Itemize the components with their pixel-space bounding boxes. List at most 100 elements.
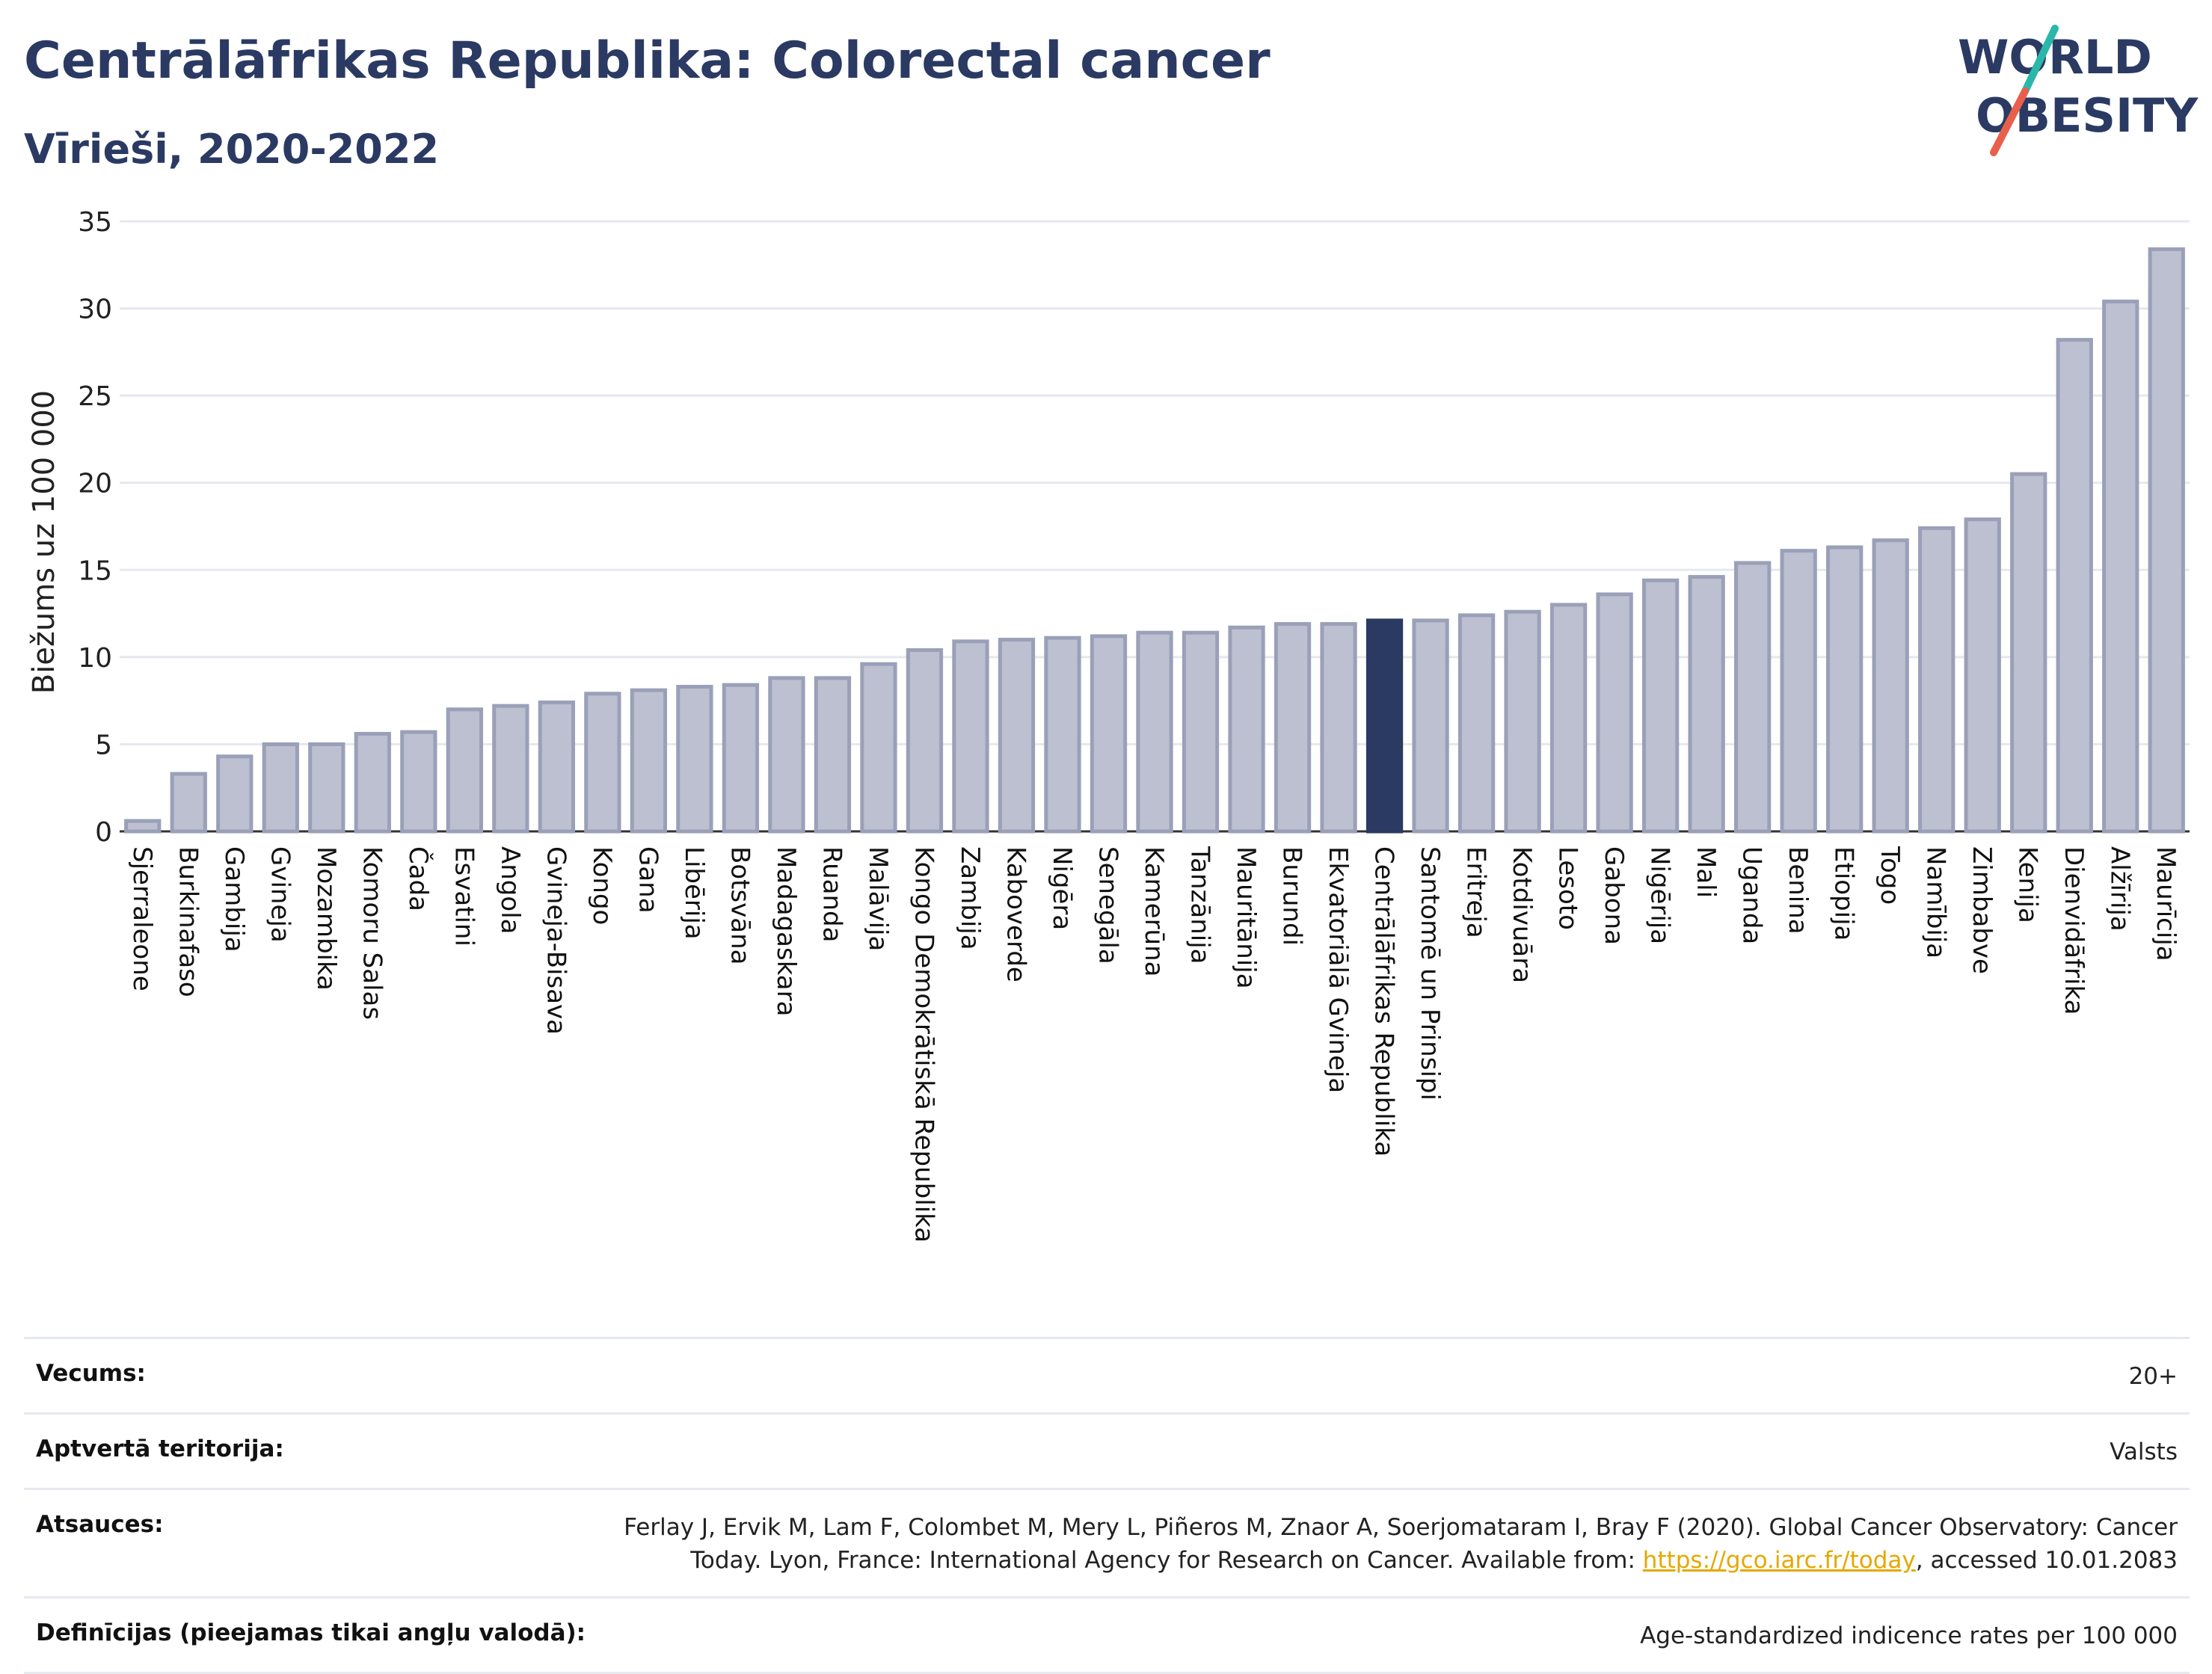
bar [1872, 538, 1909, 834]
x-category-label: Zambija [955, 846, 985, 950]
info-row-age: Vecums: 20+ [24, 1337, 2190, 1412]
x-category-label: Tanzānija [1185, 846, 1215, 964]
x-category-label: Nigērija [1645, 846, 1675, 944]
x-category-label: Centrālāfrikas Republika [1369, 846, 1399, 1157]
x-category-label: Alžīrija [2105, 846, 2135, 932]
chart-subtitle: Vīrieši, 2020-2022 [24, 126, 440, 173]
x-category-label: Malāvija [863, 846, 893, 951]
x-category-label: Dienvidāfrika [2059, 846, 2089, 1015]
y-tick-label: 10 [78, 643, 112, 674]
x-category-label: Etiopija [1829, 846, 1859, 941]
info-key: Definīcijas (pieejamas tikai angļu valod… [36, 1619, 586, 1646]
logo-line1: WORLD [1958, 30, 2152, 84]
x-category-label: Maurīcija [2151, 846, 2181, 961]
x-category-label: Lesoto [1553, 846, 1583, 930]
x-category-label: Kaboverde [1001, 846, 1030, 982]
bar [400, 730, 437, 834]
y-axis-label: Biežums uz 100 000 [27, 390, 61, 695]
x-category-label: Santomē un Prinsipi [1415, 846, 1445, 1101]
x-category-label: Mozambika [311, 846, 341, 991]
x-category-label: Madagaskara [771, 846, 801, 1016]
bar [1918, 526, 1956, 834]
x-category-label: Kongo Demokrātiskā Republika [909, 846, 938, 1243]
bar [1641, 578, 1680, 834]
y-tick-label: 5 [95, 730, 112, 760]
x-category-label: Libērija [679, 846, 709, 940]
bar-highlighted [1365, 618, 1404, 834]
y-tick-label: 30 [78, 295, 112, 325]
bar [446, 707, 483, 834]
info-key: Vecums: [36, 1360, 146, 1387]
x-category-label: Komoru Salas [357, 846, 387, 1020]
bar [906, 648, 944, 834]
logo-slash-bottom [1990, 87, 2029, 156]
x-category-label: Benina [1783, 846, 1813, 935]
bar [354, 731, 391, 834]
bar [124, 819, 162, 834]
x-category-label: Gvineja [265, 846, 295, 943]
x-category-label: Kamerūna [1139, 846, 1169, 976]
y-tick-label: 20 [78, 469, 112, 499]
x-category-label: Zimbabve [1967, 846, 1997, 974]
bar [998, 638, 1036, 834]
bar [1826, 545, 1864, 834]
x-category-label: Kotdivuāra [1507, 846, 1537, 983]
x-category-label: Burundi [1277, 846, 1307, 946]
bar [216, 754, 254, 834]
bar [1412, 618, 1449, 834]
bar [2056, 338, 2093, 834]
info-key: Aptvertā teritorija: [36, 1435, 284, 1462]
bar [170, 772, 207, 834]
info-value: Valsts [2110, 1438, 2178, 1465]
reference-text-pre: Today. Lyon, France: International Agenc… [690, 1547, 1643, 1574]
x-category-label: Eritreja [1461, 846, 1491, 938]
bar [722, 683, 760, 834]
x-category-label: Namībija [1921, 846, 1951, 958]
x-category-label: Burkinafaso [173, 846, 203, 997]
x-category-label: Mali [1691, 846, 1721, 898]
x-category-label: Gvineja-Bisava [541, 846, 571, 1035]
bar [1734, 561, 1772, 834]
x-category-label: Gabona [1599, 846, 1629, 945]
reference-link[interactable]: https://gco.iarc.fr/today [1642, 1547, 1916, 1574]
bar [1964, 517, 2001, 834]
info-key: Atsauces: [36, 1511, 164, 1538]
bar [1549, 603, 1588, 834]
bar [1182, 630, 1220, 834]
bar [2010, 472, 2047, 834]
info-value: 20+ [2128, 1363, 2178, 1390]
bar [584, 692, 621, 834]
x-category-labels: Sjerraleone Burkinafaso Gambija Gvineja Moza… [127, 846, 2181, 1243]
x-category-label: Čada [403, 846, 434, 911]
info-row-territory: Aptvertā teritorija: Valsts [24, 1412, 2190, 1488]
bar [1780, 549, 1817, 834]
chart-title: Centrālāfrikas Republika: Colorectal can… [24, 31, 1271, 90]
y-tick-label: 0 [95, 817, 112, 848]
bar [814, 676, 852, 834]
bar [1090, 634, 1128, 834]
bar [1136, 630, 1173, 834]
y-tick-label: 35 [78, 207, 112, 238]
bar [630, 688, 668, 834]
info-value: Ferlay J, Ervik M, Lam F, Colombet M, Me… [624, 1511, 2178, 1577]
x-category-label: Sjerraleone [127, 846, 157, 991]
x-category-label: Nigēra [1047, 846, 1077, 930]
x-category-label: Uganda [1737, 846, 1767, 944]
x-category-label: Botsvāna [725, 846, 755, 965]
bar [2148, 247, 2185, 834]
reference-text-line1: Ferlay J, Ervik M, Lam F, Colombet M, Me… [624, 1514, 2178, 1541]
bar [538, 700, 575, 834]
x-category-label: Gana [633, 846, 663, 914]
x-category-label: Angola [495, 846, 525, 934]
y-tick-label: 25 [78, 381, 112, 412]
bar [492, 704, 529, 834]
bar [768, 676, 805, 834]
x-category-label: Esvatini [449, 846, 479, 947]
bar [676, 684, 713, 834]
info-table: Vecums: 20+ Aptvertā teritorija: Valsts … [24, 1337, 2190, 1674]
bar [1274, 622, 1312, 834]
info-value: Age-standardized indicence rates per 100… [1640, 1622, 2178, 1649]
bar [308, 742, 345, 834]
x-category-label: Kenija [2013, 846, 2043, 923]
bar [1320, 622, 1357, 834]
